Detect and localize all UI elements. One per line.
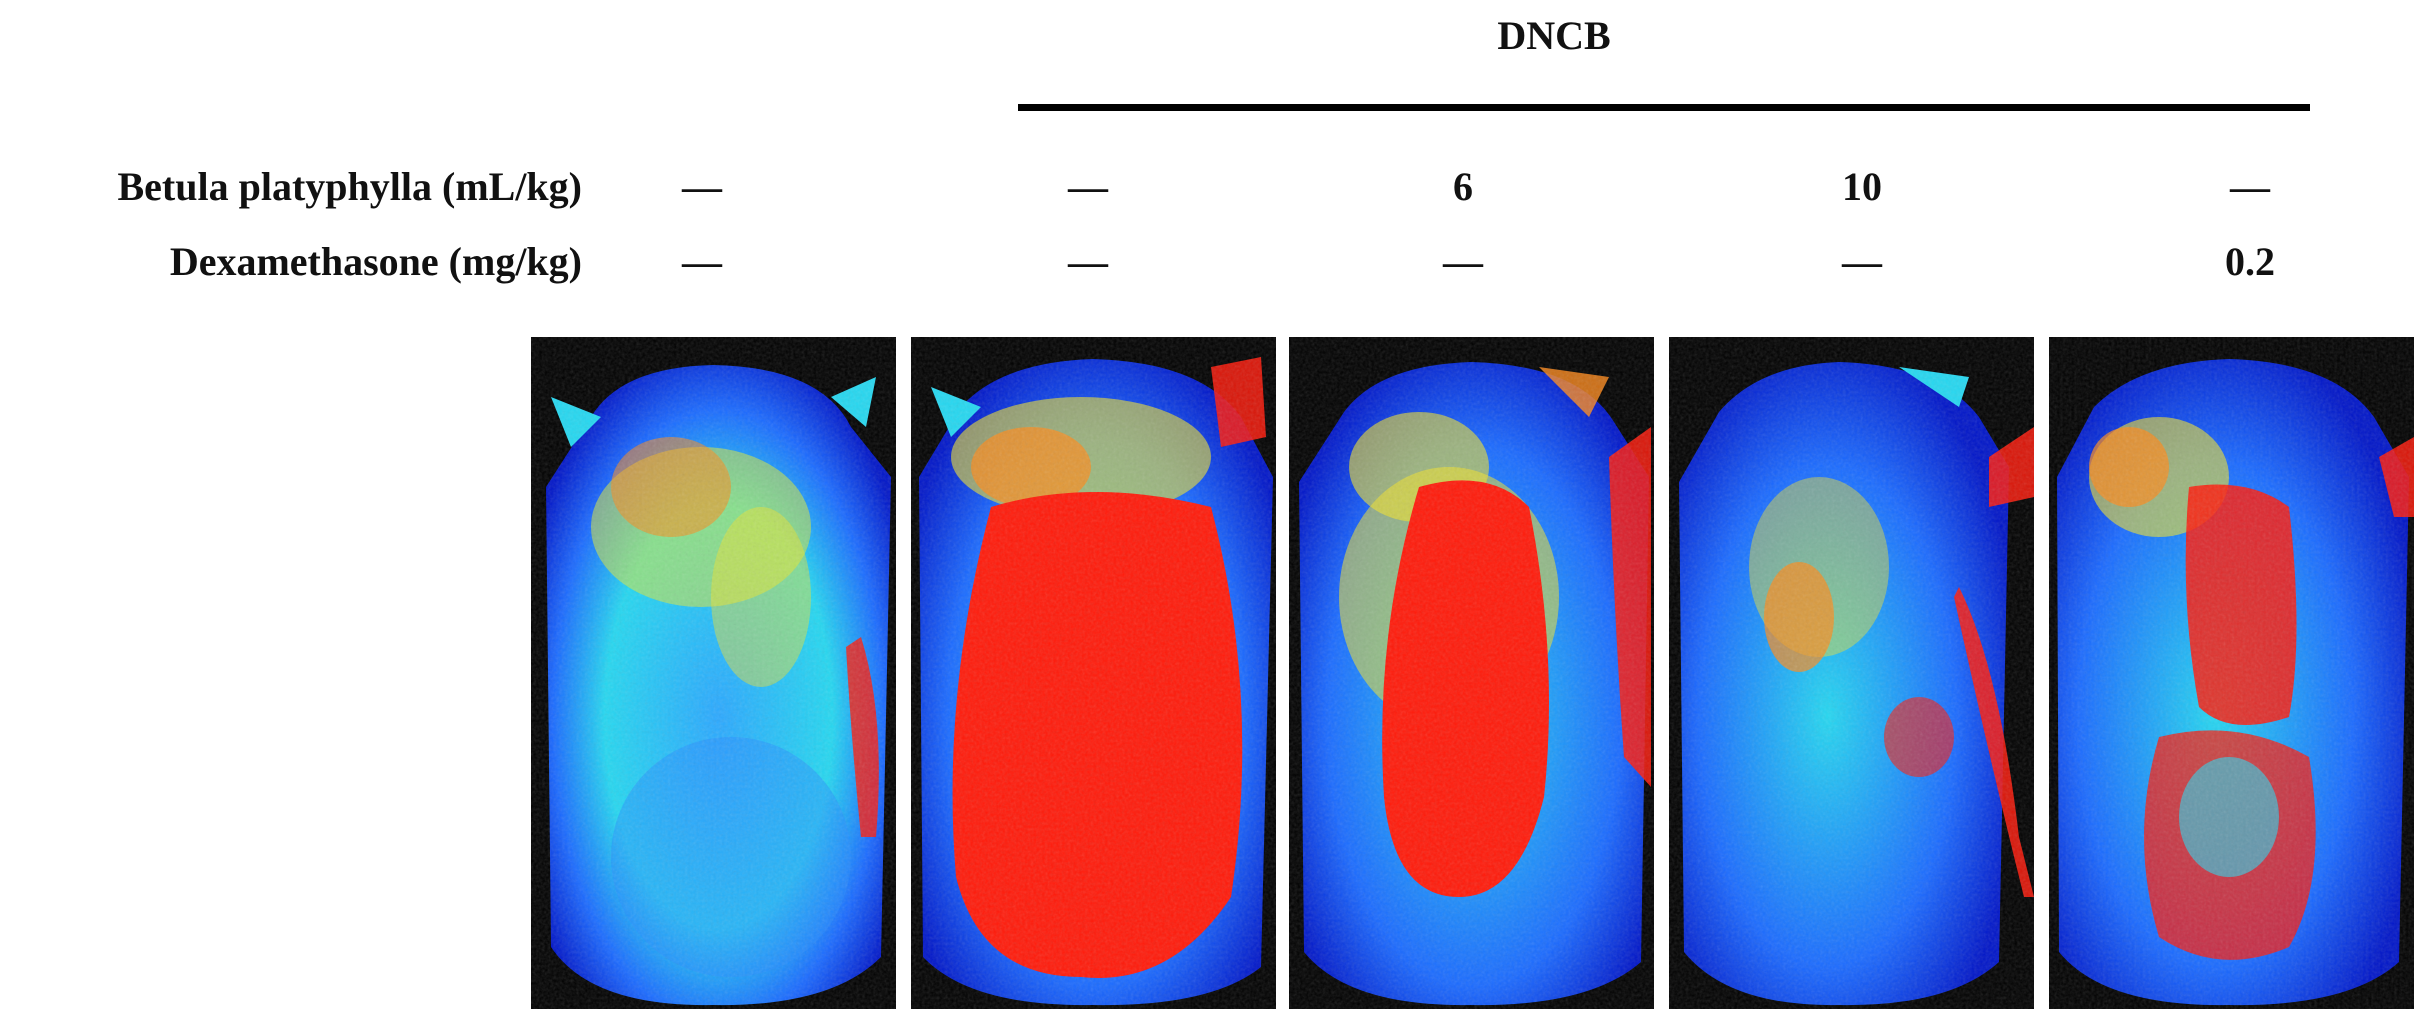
row2-col1-value: — bbox=[682, 239, 722, 284]
dncb-group-bracket-line bbox=[1018, 104, 2310, 111]
row1-col4-value: 10 bbox=[1842, 164, 1882, 209]
thermal-image-panel-4 bbox=[1669, 337, 2034, 1009]
row1-col5-value: — bbox=[2230, 164, 2270, 209]
row2-col3-value: — bbox=[1443, 239, 1483, 284]
row1-col3-value: 6 bbox=[1453, 164, 1473, 209]
thermal-image-panel-3 bbox=[1289, 337, 1654, 1009]
row2-col5-value: 0.2 bbox=[2225, 239, 2275, 284]
thermal-image-panel-5 bbox=[2049, 337, 2414, 1009]
row1-col2-value: — bbox=[1068, 164, 1108, 209]
row-label-dexamethasone: Dexamethasone (mg/kg) bbox=[169, 239, 582, 284]
row1-col1-value: — bbox=[682, 164, 722, 209]
row2-col2-value: — bbox=[1068, 239, 1108, 284]
thermal-image-panel-2 bbox=[911, 337, 1276, 1009]
row2-col4-value: — bbox=[1842, 239, 1882, 284]
dncb-group-label: DNCB bbox=[1497, 13, 1611, 58]
row-label-betula-platyphylla: Betula platyphylla (mL/kg) bbox=[117, 164, 582, 209]
thermal-image-panel-1 bbox=[531, 337, 896, 1009]
